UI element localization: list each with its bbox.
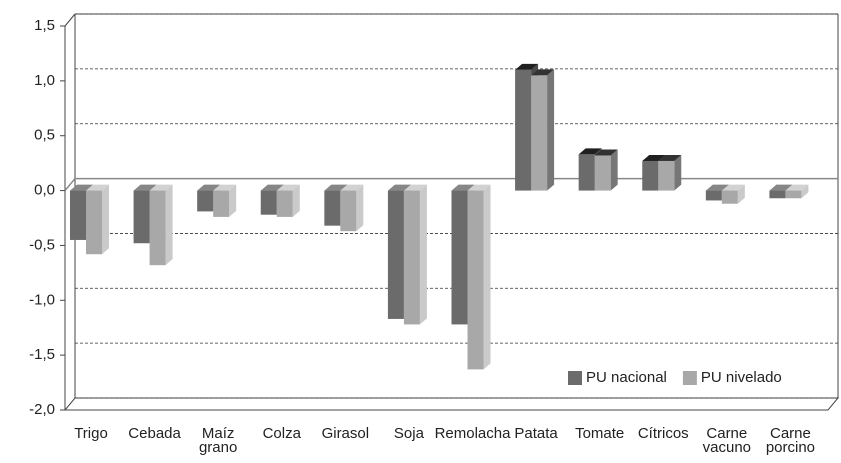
floor: [63, 397, 840, 411]
y-tick-label: -1,0: [29, 291, 55, 308]
x-tick-label: Maíz grano: [199, 425, 237, 456]
bar: [340, 190, 357, 232]
bar-top: [467, 184, 491, 191]
x-tick-label: Carne vacuno: [703, 425, 751, 456]
bar: [260, 190, 277, 215]
bar-top: [451, 184, 475, 191]
bar-side: [483, 184, 491, 370]
bar-top: [642, 154, 666, 161]
bar-side: [292, 184, 300, 217]
bar-top: [387, 184, 411, 191]
x-tick-label: Patata: [514, 425, 558, 442]
bar: [642, 160, 659, 191]
bar-side: [165, 184, 173, 266]
legend-swatch: [682, 371, 697, 385]
bar: [721, 190, 738, 204]
bar: [578, 154, 595, 191]
bar: [769, 190, 786, 199]
bar-side: [737, 184, 745, 204]
bar-side: [801, 184, 809, 199]
y-tick-label: 0,5: [34, 127, 55, 144]
bar-top: [721, 184, 745, 191]
legend-label: PU nacional: [586, 369, 667, 386]
bar-top: [260, 184, 284, 191]
bar-top: [340, 184, 364, 191]
bar: [467, 190, 484, 370]
bar: [531, 75, 548, 191]
bar: [515, 69, 532, 191]
x-tick-label: Cítricos: [638, 425, 689, 442]
bar-top: [133, 184, 157, 191]
bar-side: [102, 184, 109, 255]
y-tick-label: 0,0: [34, 182, 55, 199]
bar: [387, 190, 404, 319]
x-tick-label: Girasol: [322, 425, 370, 442]
bar-side: [229, 184, 237, 217]
x-tick-label: Carne porcino: [766, 425, 815, 456]
bar-side: [419, 184, 427, 325]
bar: [70, 190, 86, 240]
bar: [451, 190, 468, 325]
bar-top: [197, 184, 221, 191]
bar: [403, 190, 420, 325]
bar-top: [324, 184, 348, 191]
bar-top: [578, 148, 602, 155]
bar-top: [515, 63, 539, 70]
bar: [658, 160, 675, 191]
bar: [276, 190, 293, 217]
y-tick-label: -0,5: [29, 236, 55, 253]
bar-top: [705, 184, 729, 191]
y-tick-label: -2,0: [29, 401, 55, 418]
legend-label: PU nivelado: [701, 369, 782, 386]
y-tick-label: 1,5: [34, 17, 55, 34]
x-tick-label: Cebada: [128, 425, 181, 442]
y-axis-top: [64, 13, 76, 27]
legend-swatch: [568, 371, 582, 385]
bar: [197, 190, 214, 212]
y-tick-label: -1,5: [29, 346, 55, 363]
bar-top: [594, 149, 618, 156]
x-tick-label: Colza: [263, 425, 302, 442]
x-tick-label: Remolacha: [435, 425, 512, 442]
bar-side: [547, 69, 555, 191]
bar: [785, 190, 802, 199]
bar-top: [658, 154, 682, 161]
bar-side: [610, 149, 618, 191]
bar-top: [531, 69, 555, 76]
bar-side: [674, 154, 682, 191]
bar: [149, 190, 166, 266]
bar-side: [356, 184, 364, 232]
x-tick-label: Trigo: [74, 425, 108, 442]
bar: [133, 190, 150, 244]
bar: [594, 155, 611, 191]
bar-top: [276, 184, 300, 191]
bar-top: [86, 184, 109, 191]
bar: [213, 190, 230, 217]
bar-top: [70, 184, 93, 191]
bar-top: [149, 184, 173, 191]
bar-top: [785, 184, 809, 191]
x-tick-label: Soja: [394, 425, 425, 442]
zero-line: [64, 178, 76, 192]
bar-top: [769, 184, 793, 191]
bar: [705, 190, 722, 201]
bar: [86, 190, 102, 255]
bar-top: [403, 184, 427, 191]
x-tick-label: Tomate: [575, 425, 624, 442]
y-tick-label: 1,0: [34, 72, 55, 89]
bar: [324, 190, 341, 226]
bar-top: [213, 184, 237, 191]
